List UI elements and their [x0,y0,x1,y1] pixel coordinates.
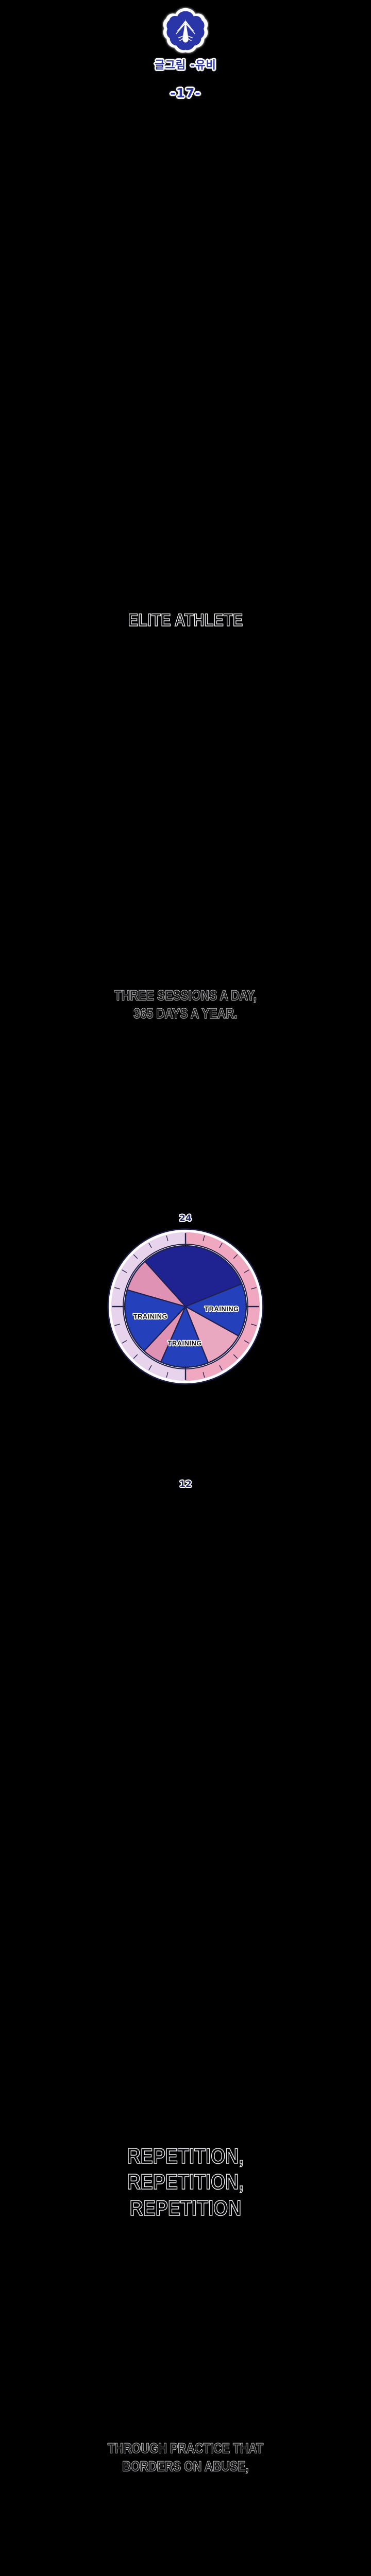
clock-segment-label: TRAINING [133,1313,167,1320]
clock-label-12: 12 [179,1479,192,1489]
clock-pie-svg: TRAINING TRAINING TRAINING [107,1228,264,1385]
credit-block: 글그림 -유비 -17- [0,0,371,100]
clock-segment-label: TRAINING [168,1340,202,1347]
hibiscus-flower-icon [161,0,210,56]
narration-through-practice: THROUGH PRACTICE THAT BORDERS ON ABUSE, [107,2440,263,2474]
narration-elite-athlete: ELITE ATHLETE [128,610,243,631]
studio-credit-name: 글그림 -유비 [155,59,216,71]
narration-repetition: REPETITION, REPETITION, REPETITION [127,2143,244,2220]
clock-label-24: 24 [179,1213,192,1224]
narration-three-sessions: THREE SESSIONS A DAY, 365 DAYS A YEAR. [114,987,257,1021]
training-clock-chart: 24 TRAINING TRAINING TRAINING 12 [0,1213,371,1533]
chapter-number: -17- [170,86,201,100]
clock-segment-label: TRAINING [205,1306,239,1313]
